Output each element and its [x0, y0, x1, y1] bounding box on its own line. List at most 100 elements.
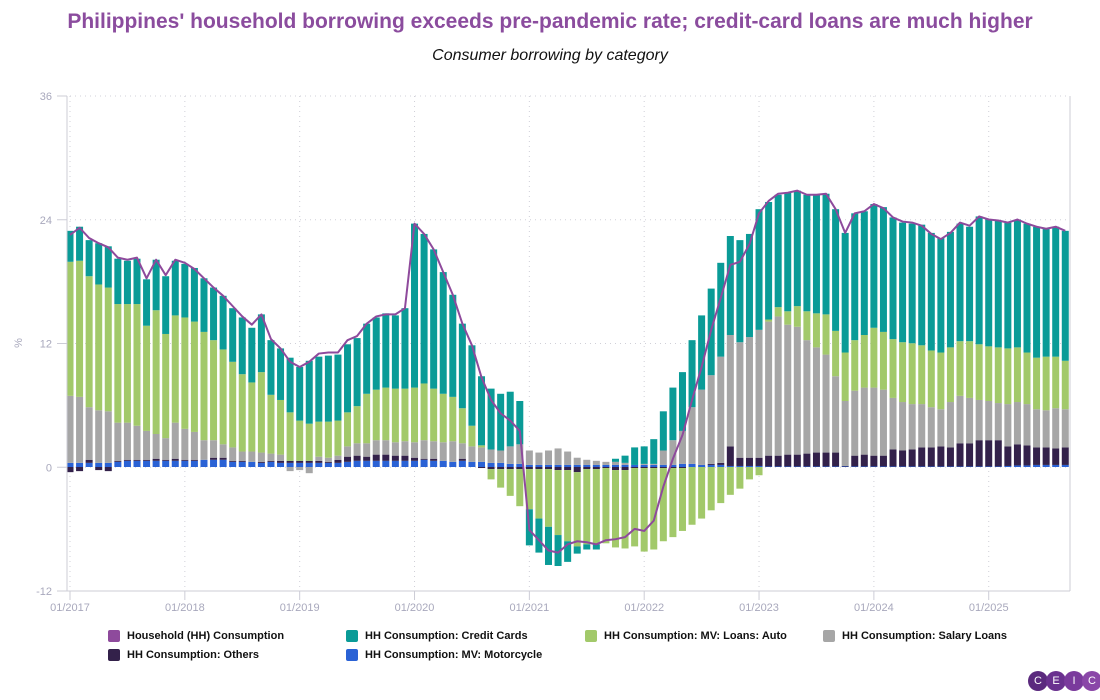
- bar-segment-hh-consumption-salary-loans: [889, 397, 897, 450]
- bar-segment-hh-consumption-others: [238, 460, 246, 462]
- bar-segment-hh-consumption-mv-motorcycle: [238, 461, 246, 467]
- bar-segment-hh-consumption-others: [305, 460, 313, 463]
- bar-segment-hh-consumption-credit-cards: [420, 233, 428, 384]
- bar-segment-hh-consumption-mv-loans-auto: [832, 330, 840, 377]
- bar-segment-hh-consumption-others: [123, 459, 131, 461]
- bar-segment-hh-consumption-others: [678, 467, 686, 469]
- bar-segment-hh-consumption-credit-cards: [994, 220, 1002, 348]
- bar-segment-hh-consumption-credit-cards: [678, 372, 686, 431]
- bar-segment-hh-consumption-salary-loans: [745, 337, 753, 458]
- bar-segment-hh-consumption-credit-cards: [219, 295, 227, 350]
- bar-segment-hh-consumption-credit-cards: [899, 222, 907, 343]
- bar-segment-hh-consumption-mv-loans-auto: [277, 399, 285, 455]
- bar-segment-hh-consumption-salary-loans: [1004, 404, 1012, 447]
- bar-segment-hh-consumption-salary-loans: [832, 376, 840, 453]
- bar-segment-hh-consumption-credit-cards: [755, 209, 763, 330]
- bar-segment-hh-consumption-mv-loans-auto: [1061, 360, 1069, 410]
- bar-segment-hh-consumption-mv-loans-auto: [908, 343, 916, 405]
- bar-segment-hh-consumption-mv-loans-auto: [1033, 357, 1041, 410]
- bar-segment-hh-consumption-others: [822, 452, 830, 467]
- bar-segment-hh-consumption-others: [257, 461, 265, 463]
- bar-segment-hh-consumption-credit-cards: [659, 411, 667, 451]
- x-tick-label: 01/2020: [395, 602, 435, 614]
- bar-segment-hh-consumption-others: [344, 456, 352, 462]
- bar-segment-hh-consumption-others: [143, 459, 151, 461]
- bar-segment-hh-consumption-mv-motorcycle: [1023, 465, 1031, 467]
- bar-segment-hh-consumption-salary-loans: [114, 422, 122, 461]
- x-tick-label: 01/2024: [854, 602, 894, 614]
- legend-swatch: [585, 630, 597, 642]
- bar-segment-hh-consumption-mv-loans-auto: [1052, 356, 1060, 409]
- legend-item-salary-loans[interactable]: HH Consumption: Salary Loans: [823, 630, 1007, 642]
- bar-segment-hh-consumption-credit-cards: [640, 446, 648, 464]
- bar-segment-hh-consumption-credit-cards: [516, 401, 524, 445]
- legend-label: HH Consumption: MV: Motorcycle: [365, 649, 543, 661]
- legend: Household (HH) Consumption HH Consumptio…: [0, 628, 1100, 668]
- bar-segment-hh-consumption-credit-cards: [1042, 228, 1050, 357]
- bar-segment-hh-consumption-credit-cards: [430, 249, 438, 389]
- bar-segment-hh-consumption-salary-loans: [430, 441, 438, 459]
- bar-segment-hh-consumption-mv-motorcycle: [860, 466, 868, 467]
- bar-segment-hh-consumption-mv-loans-auto: [669, 468, 677, 538]
- bar-segment-hh-consumption-credit-cards: [583, 544, 591, 550]
- bar-segment-hh-consumption-others: [1004, 446, 1012, 466]
- bar-segment-hh-consumption-mv-motorcycle: [1042, 464, 1050, 467]
- bar-segment-hh-consumption-credit-cards: [650, 439, 658, 464]
- bar-segment-hh-consumption-others: [420, 458, 428, 460]
- bar-segment-hh-consumption-credit-cards: [210, 287, 218, 341]
- bar-segment-hh-consumption-mv-motorcycle: [478, 461, 486, 467]
- bar-segment-hh-consumption-mv-loans-auto: [458, 408, 466, 444]
- legend-item-motorcycle[interactable]: HH Consumption: MV: Motorcycle: [346, 649, 542, 661]
- bar-segment-hh-consumption-others: [966, 443, 974, 467]
- bar-segment-hh-consumption-credit-cards: [305, 360, 313, 424]
- bar-segment-hh-consumption-salary-loans: [66, 395, 74, 463]
- bar-segment-hh-consumption-others: [592, 467, 600, 470]
- bar-segment-hh-consumption-mv-motorcycle: [879, 466, 887, 467]
- legend-item-credit-cards[interactable]: HH Consumption: Credit Cards: [346, 630, 528, 642]
- bar-segment-hh-consumption-others: [430, 458, 438, 461]
- bar-segment-hh-consumption-others: [1013, 444, 1021, 466]
- bar-segment-hh-consumption-credit-cards: [937, 238, 945, 353]
- bar-segment-hh-consumption-salary-loans: [277, 454, 285, 461]
- bar-segment-hh-consumption-mv-loans-auto: [478, 445, 486, 448]
- legend-label: Household (HH) Consumption: [127, 630, 285, 642]
- bar-segment-hh-consumption-credit-cards: [822, 193, 830, 315]
- bar-segment-hh-consumption-mv-motorcycle: [994, 466, 1002, 467]
- bar-segment-hh-consumption-others: [401, 455, 409, 461]
- bar-segment-hh-consumption-credit-cards: [123, 260, 131, 305]
- bar-segment-hh-consumption-salary-loans: [468, 446, 476, 462]
- bar-segment-hh-consumption-others: [669, 467, 677, 469]
- bar-segment-hh-consumption-mv-loans-auto: [918, 345, 926, 405]
- bar-segment-hh-consumption-salary-loans: [698, 389, 706, 465]
- legend-item-others[interactable]: HH Consumption: Others: [108, 649, 259, 661]
- bar-segment-hh-consumption-mv-motorcycle: [219, 459, 227, 467]
- bar-segment-hh-consumption-mv-motorcycle: [592, 464, 600, 467]
- bar-segment-hh-consumption-salary-loans: [372, 440, 380, 455]
- bar-segment-hh-consumption-others: [784, 454, 792, 467]
- bar-segment-hh-consumption-mv-motorcycle: [793, 466, 801, 467]
- bar-segment-hh-consumption-mv-loans-auto: [659, 468, 667, 542]
- bar-segment-hh-consumption-mv-motorcycle: [975, 466, 983, 467]
- bar-segment-hh-consumption-mv-loans-auto: [870, 327, 878, 388]
- bar-segment-hh-consumption-credit-cards: [832, 209, 840, 331]
- bar-segment-hh-consumption-mv-loans-auto: [765, 319, 773, 322]
- bar-segment-hh-consumption-credit-cards: [277, 348, 285, 400]
- bar-segment-hh-consumption-mv-motorcycle: [726, 465, 734, 467]
- bar-segment-hh-consumption-mv-loans-auto: [698, 467, 706, 519]
- bar-segment-hh-consumption-credit-cards: [1023, 223, 1031, 353]
- bar-segment-hh-consumption-mv-motorcycle: [133, 460, 141, 467]
- bar-segment-hh-consumption-mv-loans-auto: [535, 469, 543, 519]
- bar-segment-hh-consumption-others: [516, 467, 524, 470]
- y-axis-label: %: [13, 338, 25, 348]
- bar-segment-hh-consumption-others: [631, 467, 639, 469]
- bar-segment-hh-consumption-mv-motorcycle: [420, 459, 428, 467]
- bar-segment-hh-consumption-mv-motorcycle: [439, 460, 447, 467]
- legend-item-household-consumption[interactable]: Household (HH) Consumption: [108, 630, 284, 642]
- legend-item-auto-loans[interactable]: HH Consumption: MV: Loans: Auto: [585, 630, 787, 642]
- bar-segment-hh-consumption-mv-motorcycle: [803, 466, 811, 467]
- bar-segment-hh-consumption-others: [353, 455, 361, 461]
- bar-segment-hh-consumption-credit-cards: [76, 226, 84, 261]
- bar-segment-hh-consumption-others: [391, 455, 399, 461]
- bar-segment-hh-consumption-credit-cards: [324, 355, 332, 422]
- bar-segment-hh-consumption-mv-loans-auto: [391, 388, 399, 443]
